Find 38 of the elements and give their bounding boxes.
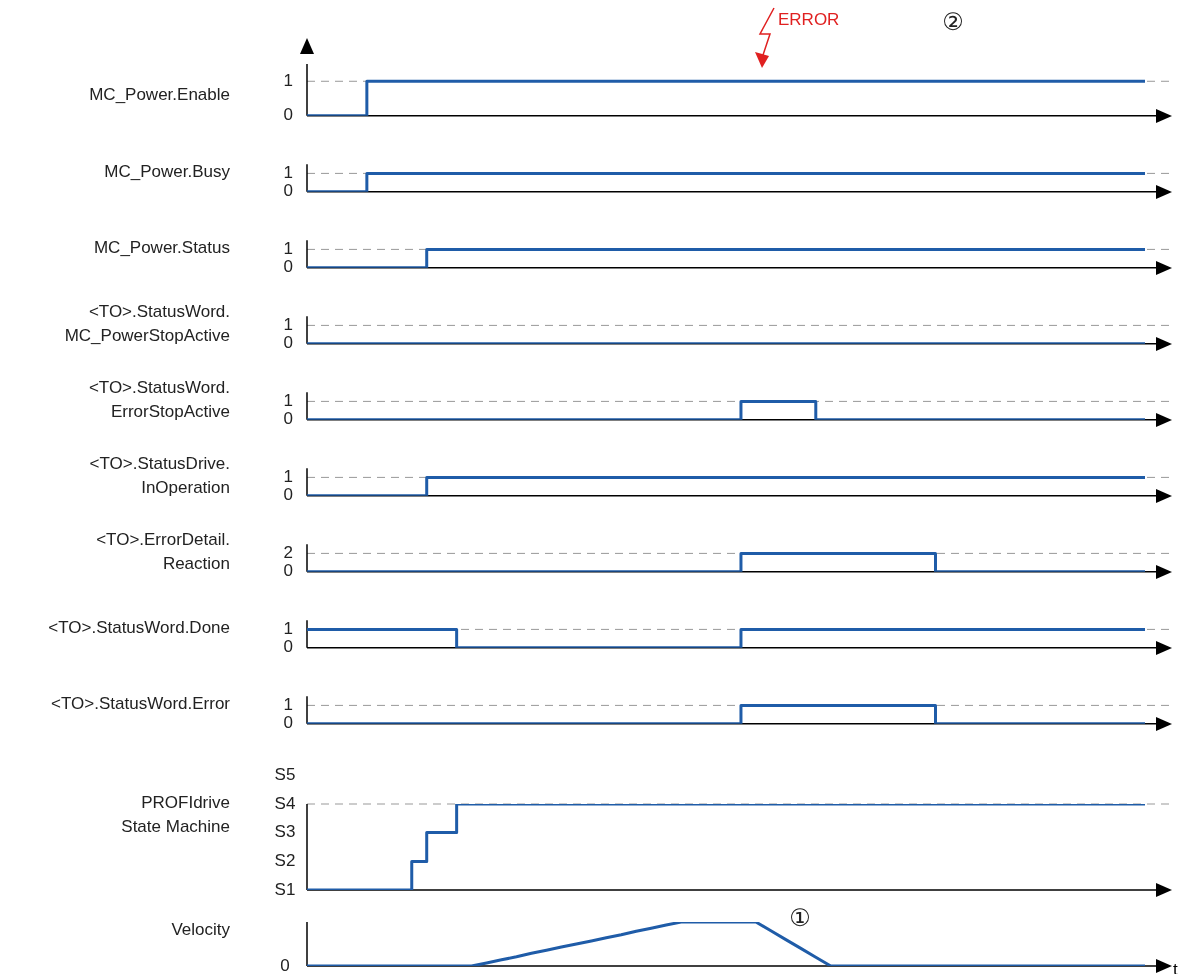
text: S5 xyxy=(274,765,296,785)
y-axis-title: <TO>.StatusDrive. InOperation xyxy=(89,453,230,499)
y-tick-label: 0 xyxy=(283,105,293,125)
y-tick-label: 0 xyxy=(283,713,293,733)
text: S3 xyxy=(274,822,296,842)
y-tick-label: 1 xyxy=(283,239,293,259)
y-axis-title: <TO>.StatusWord. MC_PowerStopActive xyxy=(64,301,230,347)
y-tick-label: 0 xyxy=(283,637,293,657)
x-axis-title: t xyxy=(1173,959,1178,976)
y-tick-label: 1 xyxy=(283,315,293,335)
y-tick-label: 0 xyxy=(283,561,293,581)
y-axis-title: <TO>.StatusWord. ErrorStopActive xyxy=(88,377,230,423)
text: S1 xyxy=(274,879,296,899)
y-tick-label: 1 xyxy=(283,70,293,90)
y-axis-title: <TO>.StatusWord.Error xyxy=(51,693,230,715)
y-axis-title: <TO>.StatusWord.Done xyxy=(48,617,230,639)
text: ERROR xyxy=(778,9,840,29)
y-tick-label: 1 xyxy=(283,467,293,487)
y-tick-label: 1 xyxy=(283,695,293,715)
annotation: ① xyxy=(789,904,811,933)
y-tick-label: 0 xyxy=(283,181,293,201)
y-axis-title: MC_Power.Enable xyxy=(89,84,230,106)
y-tick-label: 1 xyxy=(283,391,293,411)
text: ② xyxy=(942,8,964,37)
y-axis-title: MC_Power.Status xyxy=(93,237,230,259)
y-axis-title: PROFIdrive State Machine xyxy=(121,792,230,838)
y-tick-label: 1 xyxy=(283,163,293,183)
text: S4 xyxy=(274,793,296,813)
y-axis-title: <TO>.ErrorDetail. Reaction xyxy=(96,529,230,575)
y-tick-label: 1 xyxy=(283,619,293,639)
text: S2 xyxy=(274,851,296,871)
y-axis-title: Velocity xyxy=(171,919,230,941)
y-tick-label: 0 xyxy=(283,257,293,277)
y-tick-label: 0 xyxy=(283,333,293,353)
y-axis-title: MC_Power.Busy xyxy=(104,161,230,183)
y-tick-label: 0 xyxy=(283,409,293,429)
y-tick-label: 0 xyxy=(283,485,293,505)
y-tick-label: 2 xyxy=(283,543,293,563)
